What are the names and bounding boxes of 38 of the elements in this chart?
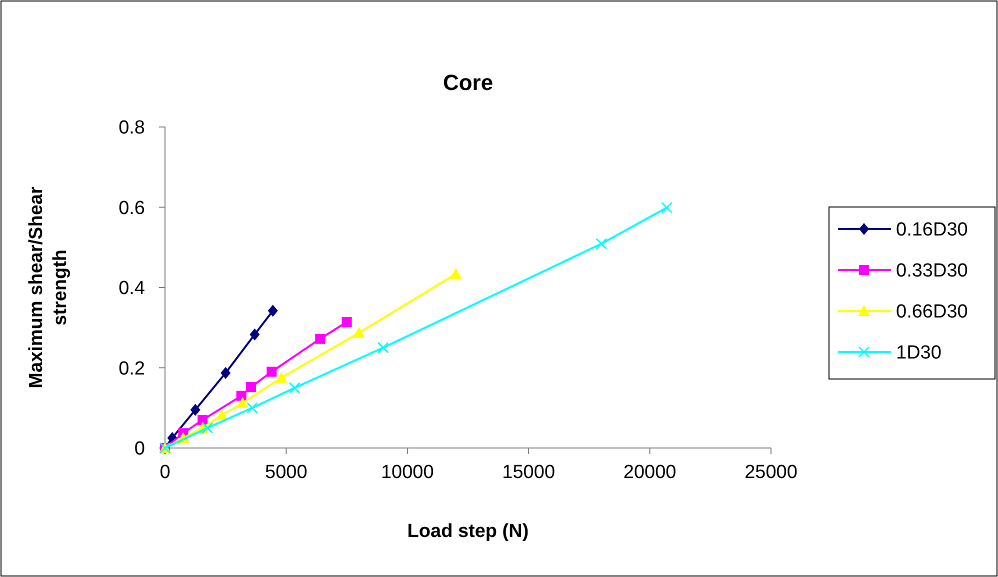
legend-label: 0.33D30: [896, 260, 968, 282]
legend-label: 0.16D30: [896, 220, 968, 241]
point: [246, 382, 256, 392]
point: [236, 397, 249, 408]
point: [250, 328, 260, 340]
y-tick-label: 0.6: [118, 198, 145, 219]
x-tick-label: 5000: [265, 462, 308, 483]
point: [190, 404, 200, 416]
y-tick-label: 0.8: [118, 118, 145, 139]
point: [450, 268, 462, 279]
x-tick-label: 0: [160, 462, 170, 483]
x-tick-label: 10000: [380, 462, 434, 483]
point: [661, 202, 673, 214]
point: [342, 317, 352, 328]
point: [266, 366, 277, 377]
point: [288, 382, 300, 394]
x-tick-label: 15000: [502, 462, 556, 483]
point: [268, 304, 278, 317]
point: [202, 422, 214, 434]
x-tick-label: 25000: [744, 462, 798, 483]
y-tick-label: 0.2: [118, 358, 145, 380]
y-tick-label: 0: [134, 438, 145, 460]
point: [198, 414, 208, 425]
x-axis-title: Load step (N): [407, 521, 529, 542]
point: [216, 409, 228, 420]
chart-title: Core: [442, 70, 494, 95]
point: [596, 238, 608, 250]
point: [275, 372, 288, 383]
point: [315, 334, 326, 344]
point: [377, 342, 389, 354]
legend-label: 1D30: [896, 342, 942, 364]
point: [352, 326, 365, 338]
point: [246, 402, 258, 414]
y-axis-title: Maximum shear/Shear strength: [26, 186, 71, 388]
y-tick-label: 0.4: [118, 278, 146, 300]
point: [220, 366, 231, 379]
x-tick-label: 20000: [623, 462, 676, 483]
legend-label: 0.66D30: [896, 302, 968, 323]
